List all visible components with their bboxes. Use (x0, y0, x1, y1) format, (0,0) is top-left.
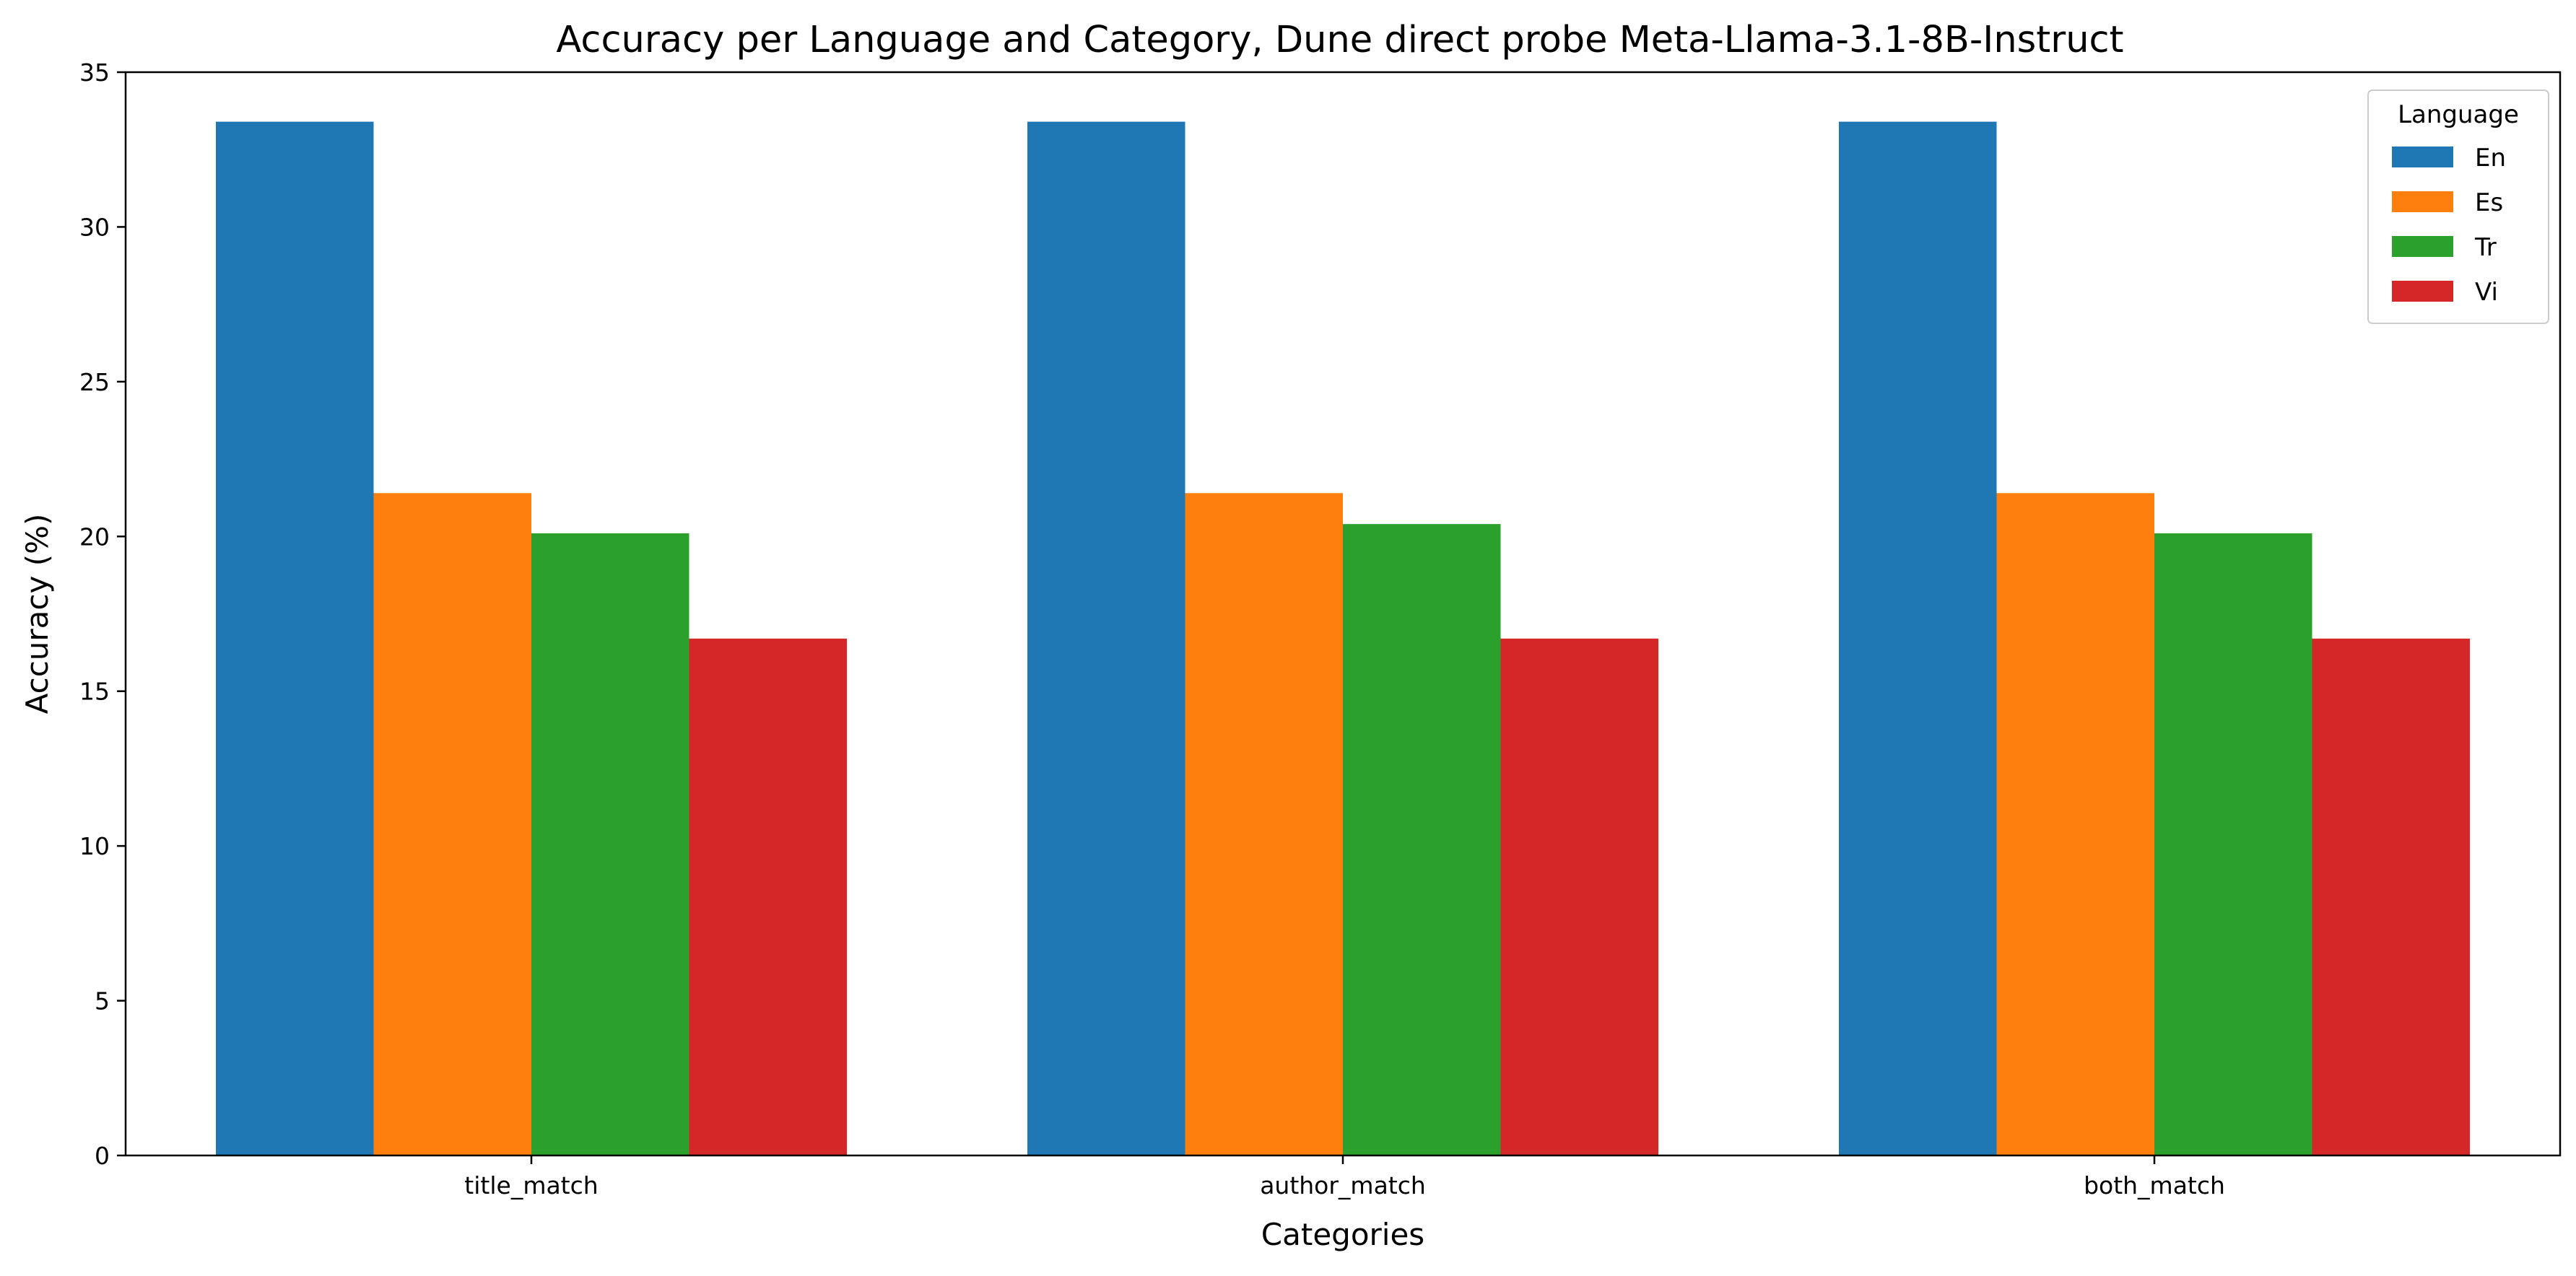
x-tick-label: both_match (2084, 1171, 2225, 1199)
bar-vi-title_match (689, 638, 847, 1155)
x-axis-title: Categories (1261, 1217, 1424, 1252)
bar-es-title_match (373, 493, 531, 1155)
legend-swatch-es (2392, 191, 2453, 212)
bar-es-both_match (1996, 493, 2154, 1155)
bar-en-title_match (216, 121, 374, 1155)
legend-swatch-en (2392, 147, 2453, 167)
legend-label-tr: Tr (2474, 233, 2497, 262)
legend-swatch-vi (2392, 281, 2453, 302)
y-tick-label: 35 (79, 58, 110, 87)
chart-title: Accuracy per Language and Category, Dune… (556, 19, 2123, 61)
bar-vi-both_match (2312, 638, 2470, 1155)
x-tick-label: title_match (464, 1171, 598, 1199)
legend-label-es: Es (2475, 188, 2503, 217)
y-axis-title: Accuracy (%) (19, 514, 55, 715)
bar-es-author_match (1185, 493, 1343, 1155)
y-tick-label: 5 (95, 987, 110, 1015)
bar-vi-author_match (1500, 638, 1658, 1155)
bar-en-both_match (1839, 121, 1997, 1155)
bar-tr-title_match (531, 533, 689, 1155)
y-tick-label: 15 (79, 678, 110, 706)
y-tick-label: 0 (95, 1142, 110, 1170)
bar-tr-author_match (1343, 524, 1501, 1155)
y-axis: 0 5 10 15 20 25 30 35 (79, 58, 126, 1170)
bar-en-author_match (1027, 121, 1185, 1155)
legend-swatch-tr (2392, 236, 2453, 257)
legend-label-vi: Vi (2475, 278, 2498, 307)
bar-tr-both_match (2154, 533, 2312, 1155)
y-tick-label: 25 (79, 368, 110, 396)
y-tick-label: 10 (79, 832, 110, 860)
bars-group (216, 121, 2470, 1155)
y-tick-label: 20 (79, 523, 110, 551)
y-tick-label: 30 (79, 213, 110, 241)
legend-label-en: En (2475, 144, 2506, 172)
legend: Language En Es Tr Vi (2367, 89, 2549, 324)
x-axis: title_match author_match both_match (464, 1155, 2225, 1199)
legend-title: Language (2398, 100, 2519, 129)
x-tick-label: author_match (1260, 1171, 1426, 1199)
